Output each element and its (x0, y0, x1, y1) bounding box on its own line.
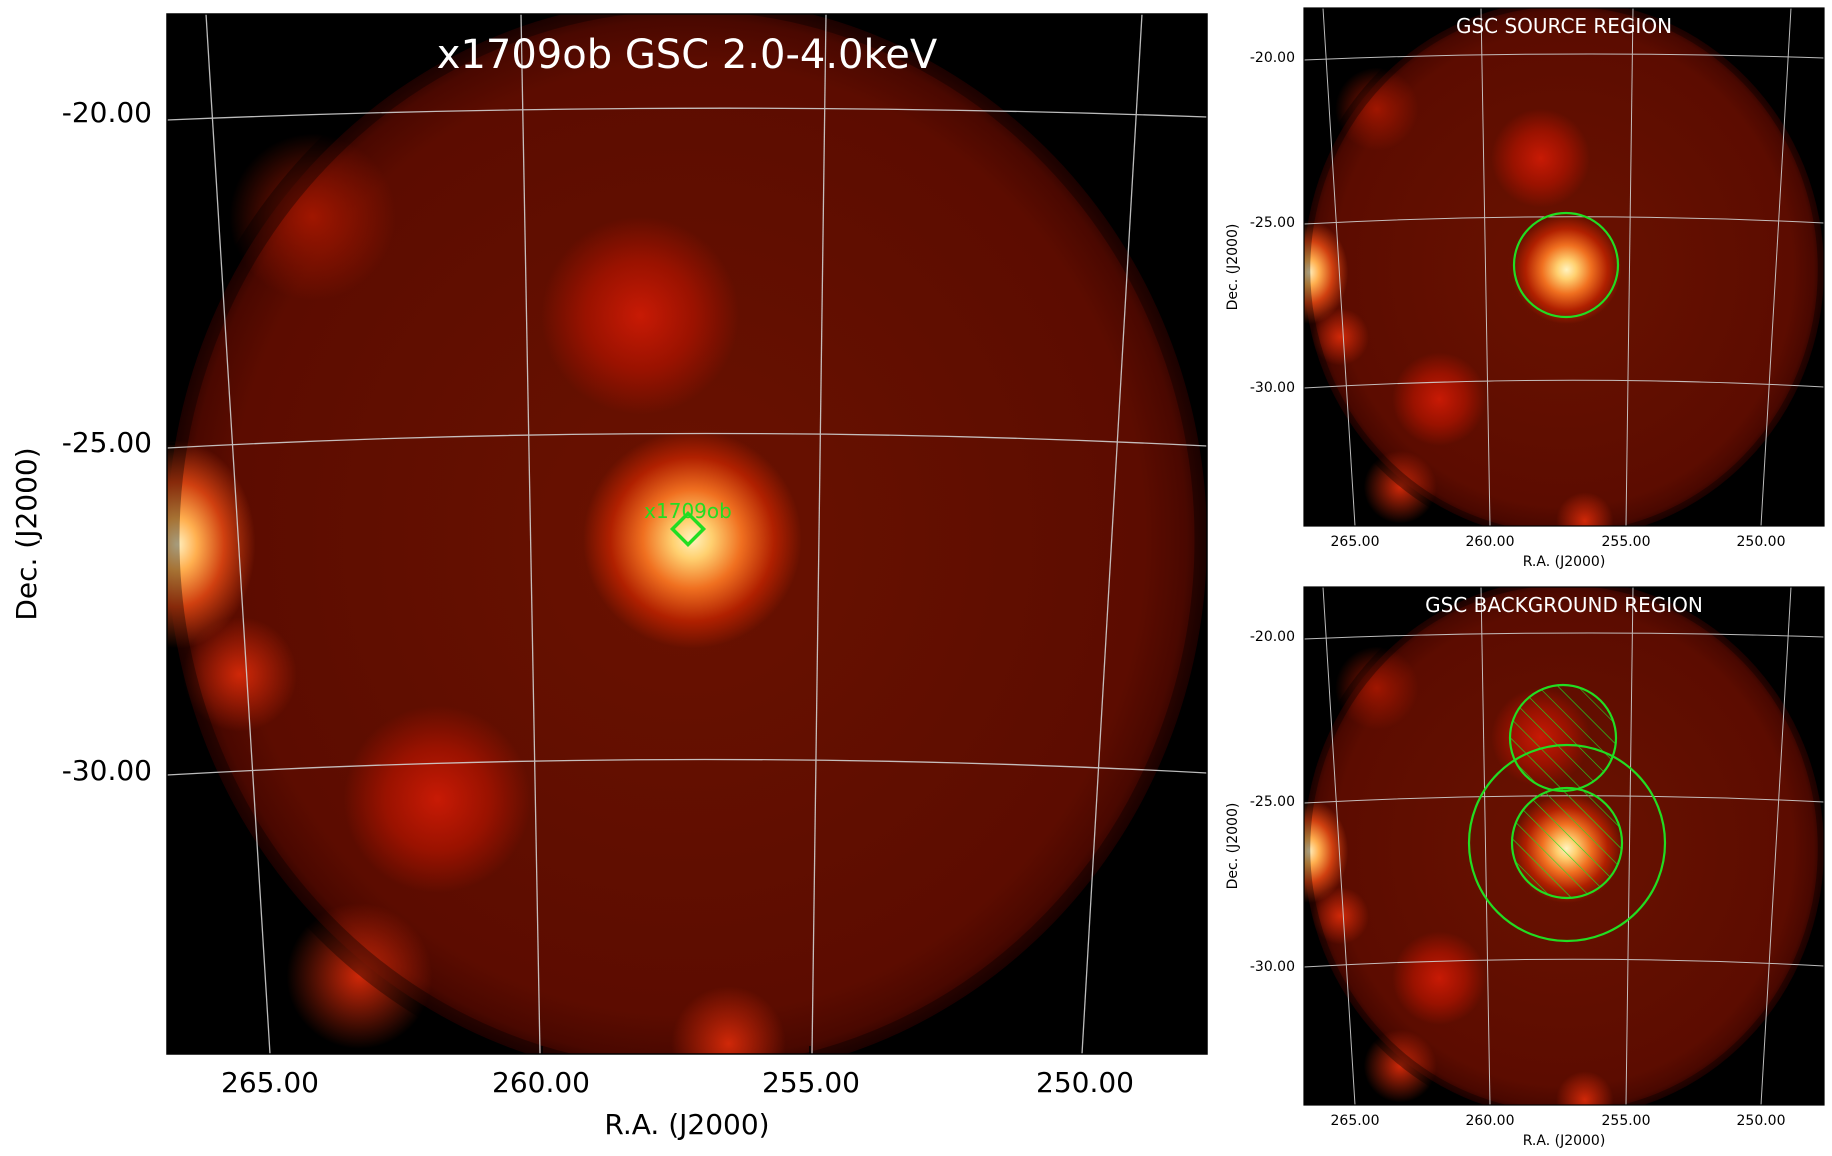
background-xlabel: R.A. (J2000) (1523, 1133, 1606, 1149)
background-sky-image (1304, 587, 1824, 1105)
source-region-circle[interactable] (1512, 211, 1620, 319)
main-xtick-label: 265.00 (221, 1066, 319, 1099)
main-ytick-label: -30.00 (62, 754, 152, 787)
source-xtick-label: 255.00 (1602, 534, 1651, 550)
background-ytick-label: -30.00 (1250, 959, 1295, 975)
background-x-ticks: 265.00 260.00 255.00 250.00 (1331, 1113, 1786, 1129)
background-panel-title: GSC BACKGROUND REGION (1425, 593, 1703, 617)
main-xtick-label: 260.00 (492, 1066, 590, 1099)
exclusion-circle-upper[interactable] (1508, 683, 1618, 793)
background-xtick-label: 250.00 (1737, 1113, 1786, 1129)
background-region-panel: GSC BACKGROUND REGION -20.00 -25.00 -30.… (1225, 586, 1825, 1149)
background-xtick-label: 255.00 (1602, 1113, 1651, 1129)
background-ylabel: Dec. (J2000) (1225, 803, 1241, 890)
source-ytick-label: -25.00 (1250, 215, 1295, 231)
source-xtick-label: 265.00 (1331, 534, 1380, 550)
background-y-ticks: -20.00 -25.00 -30.00 (1250, 629, 1295, 975)
source-xlabel: R.A. (J2000) (1523, 554, 1606, 570)
source-region-panel: GSC SOURCE REGION -20.00 -25.00 -30.00 2… (1225, 7, 1825, 570)
main-xtick-label: 255.00 (762, 1066, 860, 1099)
source-xtick-label: 260.00 (1466, 534, 1515, 550)
main-ylabel: Dec. (J2000) (10, 447, 43, 620)
main-xlabel: R.A. (J2000) (604, 1108, 769, 1141)
main-x-ticks: 265.00 260.00 255.00 250.00 (221, 1066, 1134, 1099)
main-xtick-label: 250.00 (1036, 1066, 1134, 1099)
background-annulus-circle[interactable] (1467, 743, 1667, 943)
background-xtick-label: 260.00 (1466, 1113, 1515, 1129)
source-x-ticks: 265.00 260.00 255.00 250.00 (1331, 534, 1786, 550)
source-marker[interactable]: x1709ob (644, 499, 732, 548)
main-title: x1709ob GSC 2.0-4.0keV (437, 32, 938, 78)
source-panel-title: GSC SOURCE REGION (1456, 14, 1672, 38)
source-y-ticks: -20.00 -25.00 -30.00 (1250, 50, 1295, 396)
main-ticks (167, 113, 1086, 1054)
background-ytick-label: -25.00 (1250, 794, 1295, 810)
main-sky-image (167, 14, 1207, 1054)
main-panel: x1709ob x1709ob GSC 2.0-4.0keV -20.00 -2… (10, 13, 1208, 1141)
source-sky-image (1304, 8, 1824, 526)
source-ytick-label: -20.00 (1250, 50, 1295, 66)
main-grid (167, 14, 1207, 1054)
source-ylabel: Dec. (J2000) (1225, 224, 1241, 311)
source-label: x1709ob (644, 499, 732, 523)
exclusion-circle-source[interactable] (1510, 786, 1624, 900)
background-ytick-label: -20.00 (1250, 629, 1295, 645)
background-grid (1304, 587, 1824, 1105)
source-ytick-label: -30.00 (1250, 380, 1295, 396)
background-xtick-label: 265.00 (1331, 1113, 1380, 1129)
main-ytick-label: -20.00 (62, 96, 152, 129)
source-grid (1304, 8, 1824, 526)
main-ytick-label: -25.00 (62, 426, 152, 459)
diamond-marker-icon (669, 510, 707, 548)
main-y-ticks: -20.00 -25.00 -30.00 (62, 96, 152, 787)
source-xtick-label: 250.00 (1737, 534, 1786, 550)
